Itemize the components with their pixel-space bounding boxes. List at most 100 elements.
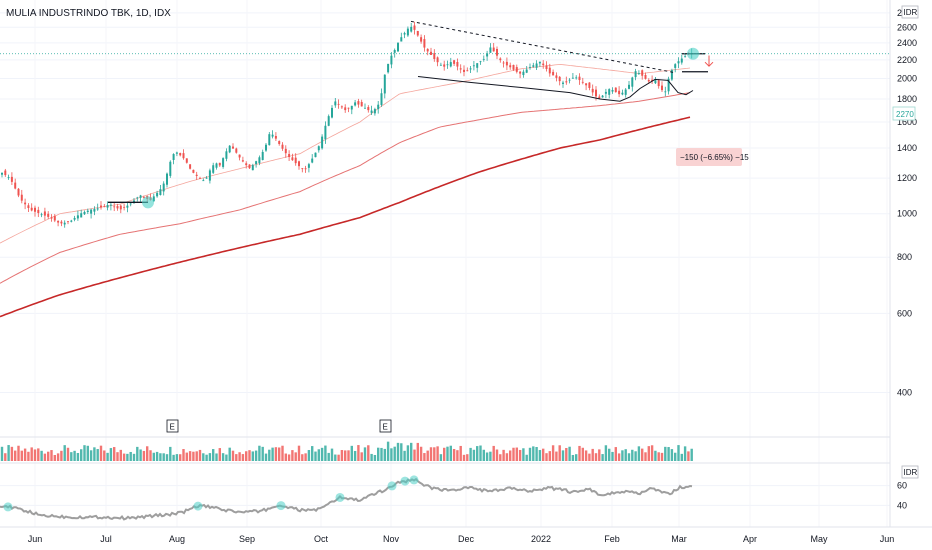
volume-bar (690, 448, 693, 461)
volume-bar (317, 449, 320, 461)
y-tick-label: 800 (897, 252, 912, 262)
volume-bar (60, 450, 63, 461)
volume-bar (109, 448, 113, 461)
y-tick-label: 600 (897, 308, 912, 318)
candle-body (255, 161, 258, 165)
resistance-trendline (410, 20, 676, 74)
candle-body (222, 158, 225, 167)
candle-body (321, 136, 324, 149)
volume-bar (47, 451, 50, 461)
volume-bar (245, 451, 248, 461)
candle-body (281, 144, 284, 149)
volume-bar (205, 454, 208, 461)
candle-body (443, 64, 446, 67)
volume-bar (377, 447, 380, 461)
candle-body (614, 87, 617, 93)
volume-bar (350, 445, 353, 461)
rsi-y-axis[interactable]: 40 60 (897, 481, 907, 511)
volume-bar (314, 451, 317, 461)
candle-body (588, 82, 591, 88)
candle-body (472, 65, 475, 67)
volume-bar (347, 450, 350, 461)
candle-body (291, 157, 294, 161)
volume-bar (571, 454, 575, 461)
volume-bar (304, 453, 307, 461)
volume-bar (334, 454, 337, 461)
y-axis[interactable]: 400 600 800 1000 1200 1400 1600 1800 2000 2200 240… (897, 8, 917, 398)
volume-bar (400, 443, 403, 461)
volume-bar (218, 448, 221, 461)
volume-bar (17, 445, 20, 461)
candle-body (496, 48, 498, 56)
volume-bar (14, 450, 17, 461)
candle-body (628, 84, 630, 89)
candle-body (100, 205, 102, 208)
volume-bar (327, 452, 330, 461)
svg-text:E: E (170, 423, 175, 432)
volume-bar (423, 453, 426, 461)
volume-bar (664, 446, 667, 461)
candle-body (334, 101, 337, 106)
volume-bar (258, 445, 261, 461)
earnings-marker-1[interactable]: E (166, 419, 179, 433)
volume-bar (281, 445, 284, 461)
volume-bar (406, 445, 410, 461)
candle-body (482, 58, 485, 60)
candle-body (644, 75, 647, 79)
volume-bar (251, 451, 254, 461)
volume-bar (146, 446, 149, 461)
candle-body (258, 157, 261, 164)
candle-body (618, 90, 621, 95)
rsi-pane (0, 475, 890, 521)
volume-bar (83, 445, 86, 461)
candle-body (509, 65, 512, 68)
volume-bar (70, 452, 73, 461)
volume-bar (436, 446, 439, 461)
volume-bar (578, 445, 581, 461)
volume-bar (27, 451, 30, 461)
volume-bar (40, 450, 43, 461)
candle-body (50, 217, 53, 219)
volume-bar (228, 447, 231, 461)
volume-bar (231, 450, 235, 461)
volume-bar (43, 453, 47, 461)
drawings[interactable] (0, 20, 890, 209)
volume-bar (89, 450, 93, 461)
candle-body (34, 207, 36, 212)
candle-body (347, 107, 350, 109)
volume-bar (518, 449, 522, 461)
volume-bar (575, 454, 578, 461)
volume-bar (472, 449, 476, 461)
last-price-label[interactable]: 2270 (892, 106, 916, 121)
candle-body (525, 69, 528, 73)
candle-body (179, 153, 182, 156)
earnings-marker-2[interactable]: E (379, 419, 392, 433)
rsi-signal-marker (3, 502, 13, 512)
candle-body (357, 101, 360, 105)
rsi-signal-marker (276, 501, 286, 511)
volume-bar (50, 450, 53, 461)
volume-bar (0, 446, 4, 461)
candle-body (189, 164, 192, 169)
volume-bar (512, 447, 515, 461)
volume-bar (268, 449, 271, 461)
volume-bar (126, 453, 129, 461)
x-axis[interactable]: Jun Jul Aug Sep Oct Nov Dec 2022 Feb Mar Apr May Jun (28, 534, 895, 544)
measure-annotation[interactable]: −150 (−6.65%) −15 (676, 148, 749, 166)
volume-bar (380, 447, 383, 461)
candle-body (182, 153, 185, 159)
candle-body (542, 63, 545, 66)
candle-body (393, 50, 396, 53)
candle-body (674, 64, 677, 68)
volume-bar (337, 454, 340, 461)
candle-body (420, 37, 423, 42)
candle-body (430, 51, 432, 55)
candle-body (265, 144, 267, 151)
y-tick-label: 1800 (897, 94, 917, 104)
volume-bar (598, 449, 601, 461)
volume-bar (522, 448, 525, 461)
candle-body (555, 75, 558, 78)
volume-bar (614, 447, 617, 461)
volume-bar (301, 454, 304, 461)
volume-bar (179, 454, 182, 461)
